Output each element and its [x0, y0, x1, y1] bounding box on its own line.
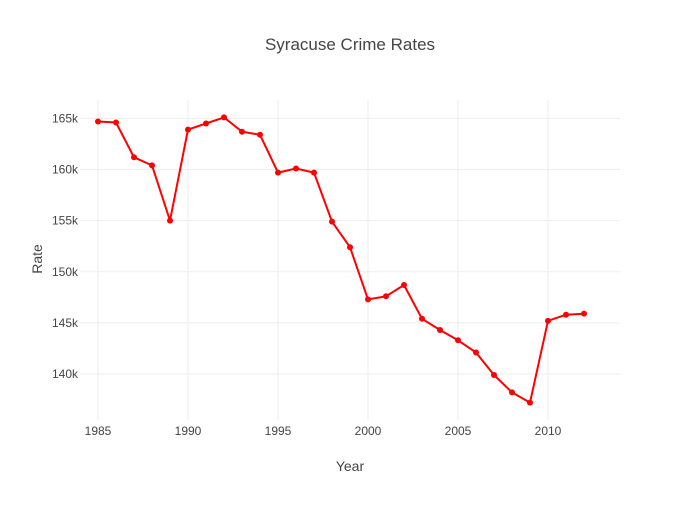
data-point[interactable]: [311, 169, 317, 176]
data-point[interactable]: [365, 296, 371, 303]
data-point[interactable]: [347, 244, 353, 251]
data-point[interactable]: [437, 327, 443, 334]
data-point[interactable]: [329, 218, 335, 225]
data-point[interactable]: [455, 337, 461, 344]
x-tick-label: 2000: [355, 424, 382, 438]
y-axis-ticks: 140k 145k 150k 155k 160k 165k: [52, 111, 79, 381]
data-point[interactable]: [581, 310, 587, 317]
y-tick-label: 150k: [52, 265, 79, 279]
series-line: [97, 116, 585, 404]
y-tick-label: 160k: [52, 163, 79, 177]
data-point[interactable]: [131, 154, 137, 161]
data-point[interactable]: [293, 165, 299, 172]
data-point[interactable]: [383, 293, 389, 300]
data-point[interactable]: [203, 120, 209, 127]
data-point[interactable]: [275, 169, 281, 176]
x-tick-label: 1995: [265, 424, 292, 438]
data-point[interactable]: [401, 282, 407, 289]
y-tick-label: 145k: [52, 316, 79, 330]
data-point[interactable]: [221, 114, 227, 121]
data-point[interactable]: [419, 315, 425, 322]
series-markers: [95, 114, 587, 406]
x-tick-label: 2010: [535, 424, 562, 438]
data-point[interactable]: [563, 311, 569, 318]
data-point[interactable]: [509, 389, 515, 396]
data-point[interactable]: [239, 128, 245, 135]
series-line-layer: [97, 116, 585, 404]
data-point[interactable]: [149, 162, 155, 169]
x-axis-title: Year: [336, 458, 365, 474]
data-point[interactable]: [491, 372, 497, 379]
data-point[interactable]: [257, 131, 263, 138]
data-point[interactable]: [113, 119, 119, 126]
x-axis-ticks: 1985 1990 1995 2000 2005 2010: [85, 424, 562, 438]
data-point[interactable]: [95, 118, 101, 125]
data-point[interactable]: [185, 126, 191, 133]
y-tick-label: 140k: [52, 367, 79, 381]
data-point[interactable]: [545, 317, 551, 324]
grid-lines: [80, 100, 620, 420]
y-tick-label: 155k: [52, 214, 79, 228]
data-point[interactable]: [527, 399, 533, 406]
data-point[interactable]: [167, 217, 173, 224]
x-tick-label: 1985: [85, 424, 112, 438]
y-axis-title: Rate: [29, 244, 45, 274]
data-point[interactable]: [473, 349, 479, 356]
x-tick-label: 1990: [175, 424, 202, 438]
chart-title: Syracuse Crime Rates: [265, 35, 435, 54]
y-tick-label: 165k: [52, 111, 79, 125]
x-tick-label: 2005: [445, 424, 472, 438]
